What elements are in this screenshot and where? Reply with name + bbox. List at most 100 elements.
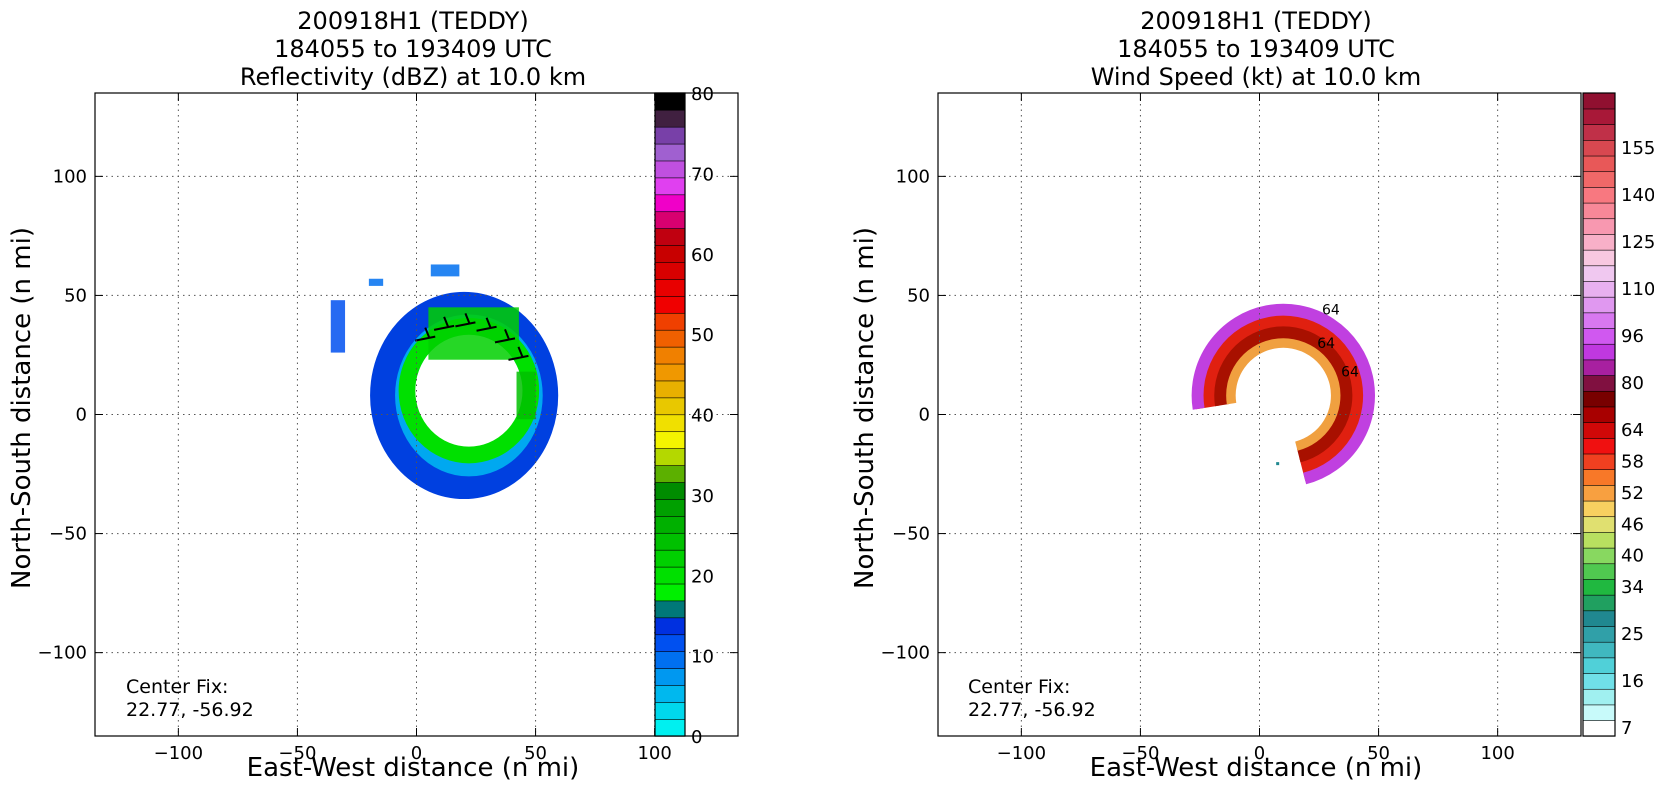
wind-speed-colorbar-segment [1582, 296, 1616, 314]
reflectivity-panel: 200918H1 (TEDDY) 184055 to 193409 UTC Re… [7, 7, 739, 783]
reflectivity-colorbar-segment [654, 651, 686, 669]
wind-speed-colorbar-segment [1582, 390, 1616, 408]
wind-speed-colorbar-segment [1582, 500, 1616, 518]
wind-speed-colorbar-frame [1582, 92, 1616, 737]
wind-speed-colorbar-label: 125 [1621, 232, 1654, 253]
reflectivity-colorbar-segment [654, 363, 686, 382]
wind-speed-colorbar-label: 80 [1621, 373, 1644, 394]
reflectivity-colorbar-segment [654, 177, 686, 196]
reflectivity-colorbar-segment [654, 498, 686, 517]
reflectivity-colorbar-label: 30 [691, 486, 714, 507]
wind-speed-speck [1276, 462, 1280, 466]
reflectivity-y-tick-label: 50 [64, 285, 87, 306]
reflectivity-colorbar-segment [654, 346, 686, 365]
reflectivity-colorbar-label: 60 [691, 245, 714, 266]
reflectivity-colorbar-segment [654, 397, 686, 416]
wind-speed-colorbar: 7 16 25 34 40 46 52 58 64 80 96 110 125 140 155 [1582, 92, 1654, 739]
reflectivity-colorbar-segment [654, 126, 686, 145]
reflectivity-y-tick-label: 0 [76, 405, 87, 426]
wind-speed-title-line-3: Wind Speed (kt) at 10.0 km [1091, 63, 1422, 91]
wind-speed-colorbar-label: 16 [1621, 671, 1644, 692]
reflectivity-colorbar-label: 0 [691, 727, 702, 748]
reflectivity-colorbar-segment [654, 549, 686, 568]
reflectivity-wind-barb-4 [433, 316, 455, 331]
wind-speed-x-tick-label: 0 [1254, 743, 1265, 764]
reflectivity-colorbar-label: 20 [691, 566, 714, 587]
wind-speed-x-axis-label: East-West distance (n mi) [1090, 753, 1423, 783]
reflectivity-wind-barb-2 [476, 317, 497, 332]
wind-speed-colorbar-segment [1582, 453, 1616, 470]
reflectivity-colorbar-segment [654, 244, 686, 263]
wind-speed-colorbar-segment [1582, 124, 1616, 141]
wind-speed-colorbar-segment [1582, 641, 1616, 659]
wind-speed-colorbar-label: 52 [1621, 483, 1644, 504]
reflectivity-title-line-3: Reflectivity (dBZ) at 10.0 km [240, 63, 586, 91]
reflectivity-colorbar-segment [654, 312, 686, 331]
reflectivity-wind-barb-3 [455, 313, 476, 328]
wind-speed-band-3 [1226, 338, 1341, 451]
wind-speed-colorbar-segment [1582, 437, 1616, 455]
reflectivity-colorbar-segment [654, 295, 686, 314]
reflectivity-colorbar-segment [654, 194, 686, 213]
reflectivity-ring-0 [370, 291, 559, 500]
reflectivity-colorbar-segment [654, 414, 686, 433]
reflectivity-colorbar-segment [654, 329, 686, 348]
wind-speed-colorbar-label: 110 [1621, 279, 1654, 300]
reflectivity-colorbar-frame [654, 92, 686, 737]
wind-speed-colorbar-label: 46 [1621, 514, 1644, 535]
reflectivity-echo-3 [516, 371, 536, 420]
wind-speed-colorbar-label: 96 [1621, 326, 1644, 347]
wind-speed-colorbar-segment [1582, 625, 1616, 643]
wind-speed-colorbar-segment [1582, 547, 1616, 565]
wind-speed-colorbar-segment [1582, 610, 1616, 627]
reflectivity-y-tick-label: 100 [53, 166, 87, 187]
reflectivity-colorbar-segment [654, 600, 686, 619]
reflectivity-colorbar-segment [654, 634, 686, 652]
wind-speed-field: 64 64 64 [1191, 302, 1375, 485]
wind-speed-colorbar-segment [1582, 265, 1616, 282]
reflectivity-colorbar-label: 80 [691, 84, 714, 105]
wind-speed-x-tick-label: 100 [1480, 743, 1514, 764]
reflectivity-colorbar-segment [654, 92, 686, 111]
wind-speed-title-line-1: 200918H1 (TEDDY) [1140, 7, 1371, 35]
wind-speed-colorbar-segment [1582, 218, 1616, 235]
reflectivity-y-axis-label: North-South distance (n mi) [7, 227, 37, 589]
wind-speed-colorbar-segment [1582, 249, 1616, 267]
reflectivity-colorbar: 0 10 20 30 40 50 60 70 80 [654, 84, 714, 748]
wind-speed-colorbar-segment [1582, 343, 1616, 361]
reflectivity-center-fix-label: Center Fix: [126, 676, 228, 698]
wind-speed-colorbar-segment [1582, 406, 1616, 423]
wind-speed-colorbar-segment [1582, 155, 1616, 173]
wind-speed-colorbar-segment [1582, 92, 1616, 110]
reflectivity-x-tick-label: −100 [154, 743, 203, 764]
reflectivity-echo-4 [428, 307, 519, 360]
reflectivity-colorbar-segment [654, 431, 686, 449]
reflectivity-colorbar-segment [654, 278, 686, 297]
reflectivity-wind-barb-1 [494, 329, 516, 344]
reflectivity-colorbar-segment [654, 109, 686, 128]
wind-speed-band-2 [1191, 303, 1375, 485]
reflectivity-colorbar-segment [654, 211, 686, 229]
wind-speed-colorbar-label: 140 [1621, 185, 1654, 206]
wind-speed-colorbar-segment [1582, 516, 1616, 533]
wind-speed-title-line-2: 184055 to 193409 UTC [1117, 35, 1395, 63]
reflectivity-colorbar-segment [654, 684, 686, 703]
reflectivity-plot-frame [94, 92, 739, 737]
reflectivity-colorbar-segment [654, 380, 686, 399]
wind-speed-colorbar-segment [1582, 139, 1616, 157]
wind-speed-x-tick-label: −50 [1121, 743, 1159, 764]
reflectivity-y-tick-label: −50 [49, 524, 87, 545]
reflectivity-colorbar-segment [654, 566, 686, 585]
reflectivity-center-fix-value: 22.77, -56.92 [126, 699, 254, 721]
wind-speed-y-tick-label: 50 [907, 285, 930, 306]
wind-speed-colorbar-segment [1582, 202, 1616, 220]
wind-speed-plot-frame [937, 92, 1582, 737]
wind-speed-band-0 [1195, 307, 1372, 481]
reflectivity-colorbar-segment [654, 718, 686, 737]
wind-speed-colorbar-segment [1582, 327, 1616, 345]
wind-speed-colorbar-segment [1582, 359, 1616, 376]
wind-speed-y-tick-label: −50 [892, 524, 930, 545]
reflectivity-colorbar-segment [654, 583, 686, 602]
reflectivity-x-tick-label: 100 [637, 743, 671, 764]
wind-speed-colorbar-segment [1582, 422, 1616, 439]
